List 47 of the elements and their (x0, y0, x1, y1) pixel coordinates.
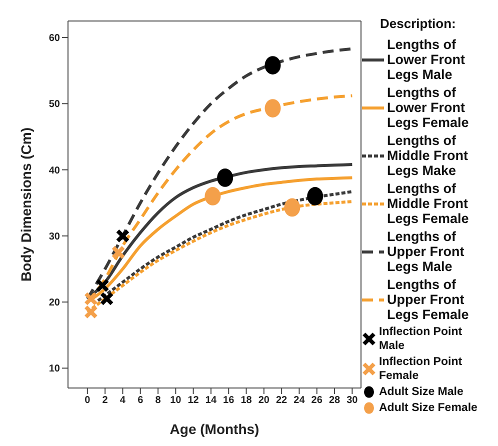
legend-label: Inflection Point Female (379, 355, 464, 383)
point (264, 56, 281, 75)
legend-label: Lengths of Middle Front Legs Make (387, 133, 469, 178)
legend-title: Description: (379, 16, 457, 31)
x-tick-label: 28 (328, 395, 341, 406)
legend-label: Adult Size Female (379, 401, 478, 415)
point (111, 245, 126, 260)
y-tick-label: 40 (48, 165, 60, 176)
legend-label: Lengths of Lower Front Legs Female (387, 85, 470, 130)
legend-label: Lengths of Lower Front Legs Male (387, 37, 466, 82)
point (284, 198, 300, 217)
point (116, 228, 130, 243)
x-tick-label: 24 (294, 395, 306, 406)
x-tick-label: 10 (170, 395, 182, 406)
x-tick-label: 8 (155, 395, 162, 406)
x-tick-label: 4 (120, 395, 126, 406)
point (100, 292, 114, 306)
y-tick-label: 30 (48, 231, 60, 242)
legend-label: Lengths of Upper Front Legs Male (387, 229, 466, 274)
legend-label: Lengths of Upper Front Legs Female (387, 277, 470, 322)
x-tick-label: 12 (188, 395, 200, 406)
point (204, 187, 221, 206)
x-tick-label: 16 (223, 395, 235, 406)
legend-label: Lengths of Middle Front Legs Female (387, 181, 470, 226)
y-tick-label: 60 (48, 33, 60, 44)
x-tick-label: 18 (240, 395, 252, 406)
y-axis-title: Body Dimensions (Cm) (18, 127, 34, 282)
x-tick-label: 20 (258, 395, 270, 406)
x-tick-label: 0 (84, 395, 91, 406)
y-tick-label: 20 (48, 298, 60, 309)
x-axis-title: Age (Months) (170, 421, 260, 437)
point (84, 304, 98, 319)
legend-label: Adult Size Male (379, 385, 464, 399)
point (84, 292, 98, 306)
point (217, 168, 234, 187)
x-tick-label: 30 (346, 395, 358, 406)
x-tick-label: 14 (205, 395, 217, 406)
point (307, 187, 324, 206)
x-tick-label: 6 (138, 395, 144, 406)
x-tick-label: 22 (276, 395, 288, 406)
x-tick-label: 26 (311, 395, 323, 406)
point (95, 278, 110, 293)
y-tick-label: 10 (48, 364, 60, 375)
y-tick-label: 50 (48, 99, 60, 110)
legend-label: Inflection Point Male (379, 325, 464, 353)
x-tick-label: 2 (102, 395, 108, 406)
point (264, 99, 281, 118)
